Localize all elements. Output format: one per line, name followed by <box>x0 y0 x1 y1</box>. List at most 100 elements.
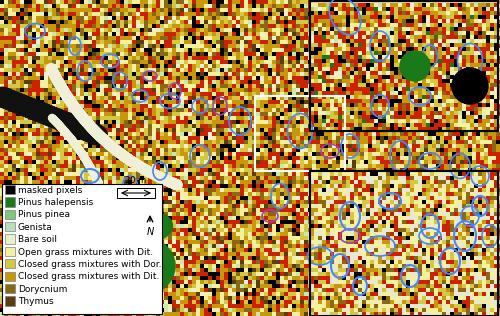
Bar <box>308 68 312 72</box>
Bar <box>224 220 228 224</box>
Bar <box>322 31 326 35</box>
Bar <box>208 24 212 28</box>
Bar <box>332 192 336 196</box>
Bar <box>476 88 480 92</box>
Bar <box>400 8 404 12</box>
Bar <box>388 116 392 120</box>
Bar <box>314 95 318 99</box>
Bar <box>350 107 354 111</box>
Bar <box>248 140 252 144</box>
Bar <box>96 72 100 76</box>
Bar <box>460 4 464 8</box>
Bar <box>64 44 68 48</box>
Bar <box>304 96 308 100</box>
Bar <box>324 76 328 80</box>
Bar <box>200 268 204 272</box>
Bar <box>426 232 430 236</box>
Bar <box>12 312 16 316</box>
Bar <box>252 304 256 308</box>
Bar <box>4 124 8 128</box>
Bar <box>288 48 292 52</box>
Bar <box>334 119 338 123</box>
Bar <box>378 51 382 55</box>
Bar <box>320 112 324 116</box>
Bar <box>394 39 398 43</box>
Bar <box>350 240 354 244</box>
Bar <box>360 140 364 144</box>
Bar <box>200 216 204 220</box>
Bar <box>160 124 164 128</box>
Bar <box>310 208 314 212</box>
Bar <box>482 115 486 119</box>
Bar <box>326 111 330 115</box>
Bar <box>400 12 404 16</box>
Bar <box>124 252 128 256</box>
Bar <box>8 60 12 64</box>
Bar <box>352 44 356 48</box>
Bar <box>326 228 330 232</box>
Bar <box>360 260 364 264</box>
Bar <box>100 148 104 152</box>
Bar <box>272 264 276 268</box>
Bar <box>430 268 434 272</box>
Bar <box>40 36 44 40</box>
Bar <box>312 32 316 36</box>
Bar <box>494 208 498 212</box>
Bar <box>300 36 304 40</box>
Bar <box>236 152 240 156</box>
Bar <box>180 212 184 216</box>
Bar <box>368 172 372 176</box>
Bar <box>328 32 332 36</box>
Bar <box>428 64 432 68</box>
Bar <box>268 292 272 296</box>
Bar <box>488 8 492 12</box>
Bar <box>64 304 68 308</box>
Bar <box>310 296 314 300</box>
Bar <box>366 308 370 312</box>
Bar <box>244 292 248 296</box>
Bar <box>390 288 394 292</box>
Bar <box>336 68 340 72</box>
Bar <box>378 184 382 188</box>
Bar <box>140 156 144 160</box>
Bar <box>44 64 48 68</box>
Bar <box>310 304 314 308</box>
Bar <box>356 216 360 220</box>
Bar <box>394 172 398 176</box>
Bar <box>374 272 378 276</box>
Bar <box>328 12 332 16</box>
Bar <box>268 144 272 148</box>
Bar <box>116 248 120 252</box>
Bar <box>252 140 256 144</box>
Bar <box>468 296 472 300</box>
Bar <box>384 80 388 84</box>
Bar <box>20 236 24 240</box>
Bar <box>460 132 464 136</box>
Bar <box>346 27 350 31</box>
Bar <box>494 284 498 288</box>
Bar <box>490 51 494 55</box>
Bar <box>192 132 196 136</box>
Bar <box>128 148 132 152</box>
Bar <box>192 192 196 196</box>
Bar <box>330 15 334 19</box>
Bar <box>454 91 458 95</box>
Bar <box>92 308 96 312</box>
Bar <box>208 260 212 264</box>
Bar <box>406 188 410 192</box>
Bar <box>260 56 264 60</box>
Bar <box>482 59 486 63</box>
Bar <box>296 160 300 164</box>
Bar <box>484 144 488 148</box>
Bar <box>76 172 80 176</box>
Bar <box>288 140 292 144</box>
Bar <box>454 31 458 35</box>
Bar <box>108 44 112 48</box>
Bar <box>64 172 68 176</box>
Bar <box>462 256 466 260</box>
Bar <box>104 84 108 88</box>
Bar <box>448 92 452 96</box>
Bar <box>72 44 76 48</box>
Bar <box>496 148 500 152</box>
Bar <box>48 92 52 96</box>
